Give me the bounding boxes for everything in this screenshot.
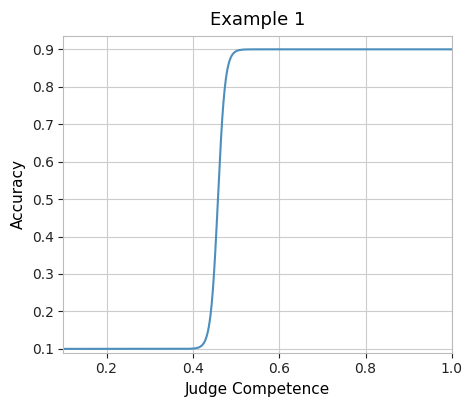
X-axis label: Judge Competence: Judge Competence <box>185 382 330 397</box>
Y-axis label: Accuracy: Accuracy <box>11 160 26 229</box>
Title: Example 1: Example 1 <box>210 11 305 29</box>
